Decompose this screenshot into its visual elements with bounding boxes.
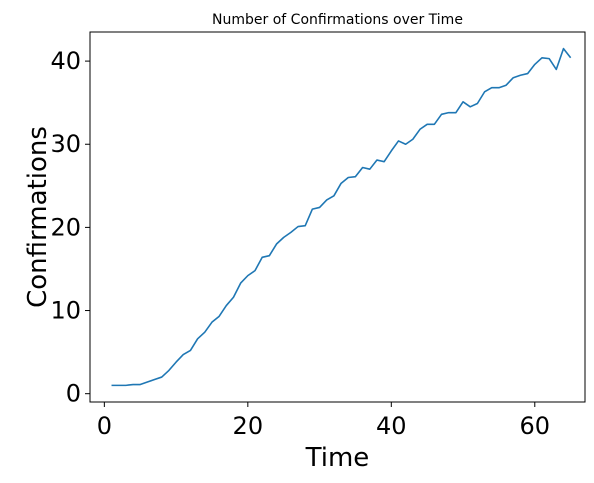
- y-tick-label: 0: [66, 380, 81, 408]
- chart-title: Number of Confirmations over Time: [212, 12, 463, 28]
- series-line-0: [111, 47, 572, 387]
- plot-frame: [89, 31, 586, 403]
- y-tick-label: 30: [50, 130, 81, 158]
- plot-area: [111, 47, 572, 387]
- y-tick-label: 20: [50, 213, 81, 241]
- x-tick-label: 40: [376, 412, 407, 440]
- x-tick-label: 20: [233, 412, 264, 440]
- x-tick-label: 60: [520, 412, 551, 440]
- y-axis-label: Confirmations: [23, 126, 53, 308]
- y-tick-label: 10: [50, 297, 81, 325]
- tick-layer: 0 20 40 60 0 10 20 30 40: [50, 47, 550, 440]
- y-tick-label: 40: [50, 47, 81, 75]
- x-tick-label: 0: [97, 412, 112, 440]
- x-axis-label: Time: [305, 443, 370, 473]
